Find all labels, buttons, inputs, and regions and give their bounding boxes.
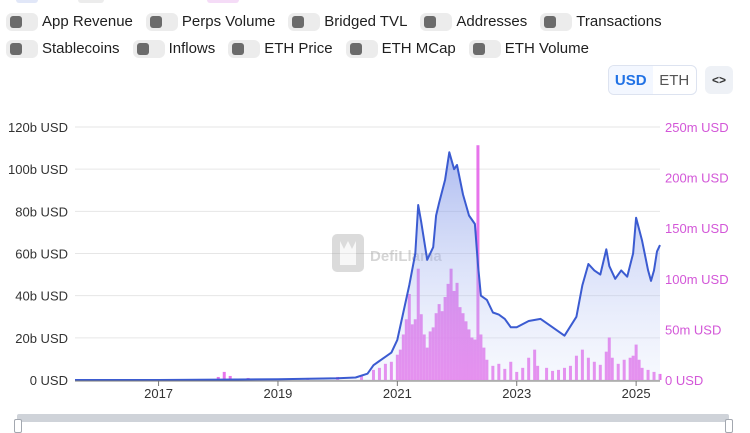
x-axis-tick-label: 2021 (383, 386, 412, 401)
toggle-label: ETH MCap (381, 40, 456, 57)
toggle-inflows[interactable]: Inflows (132, 40, 216, 58)
llama-logo-icon (332, 234, 364, 272)
left-axis-tick-label: 40b USD (15, 289, 68, 304)
x-axis-tick-label: 2017 (144, 386, 173, 401)
left-axis-tick-label: 80b USD (15, 204, 68, 219)
toggle-eth-price[interactable]: ETH Price (228, 40, 333, 58)
right-axis-tick-label: 100m USD (665, 272, 729, 287)
right-y-axis: 0 USD 50m USD 100m USD 150m USD 200m USD 250m… (665, 120, 729, 388)
toggle-switch-icon[interactable] (228, 40, 261, 58)
left-axis-tick-label: 60b USD (15, 247, 68, 262)
toggle-switch-icon[interactable] (288, 13, 321, 31)
eth-button[interactable]: ETH (659, 71, 690, 89)
x-axis-tick-label: 2023 (502, 386, 531, 401)
toggle-row-1: App Revenue Perps Volume Bridged TVL Addres… (6, 13, 675, 31)
right-axis-tick-label: 250m USD (665, 120, 729, 135)
toggle-label: ETH Volume (504, 40, 589, 57)
right-axis-tick-label: 50m USD (665, 322, 721, 337)
toggle-knob-icon (232, 43, 245, 55)
toggle-knob-icon (136, 43, 149, 55)
x-axis-tick-label: 2025 (622, 386, 651, 401)
tvl-area (75, 151, 661, 381)
slider-handle-left[interactable] (14, 419, 22, 433)
left-axis-tick-label: 20b USD (15, 331, 68, 346)
toggle-switch-icon[interactable] (6, 40, 38, 58)
toggle-switch-icon[interactable] (468, 40, 501, 58)
right-axis-tick-label: 200m USD (665, 171, 729, 186)
left-axis-tick-label: 120b USD (8, 120, 68, 135)
right-axis-tick-label: 0 USD (665, 373, 703, 388)
embed-code-button[interactable]: <> (705, 66, 733, 94)
slider-handle-right[interactable] (725, 419, 733, 433)
toggle-row-2: Stablecoins Inflows ETH Price ETH MCap ETH V… (6, 40, 602, 58)
volume-bar (228, 375, 232, 380)
usd-button[interactable]: USD (609, 66, 653, 94)
toggle-bridged-tvl[interactable]: Bridged TVL (288, 13, 407, 31)
toggle-switch-icon[interactable] (420, 13, 453, 31)
llama-shape-icon (340, 241, 356, 265)
left-axis-tick-label: 100b USD (8, 162, 68, 177)
date-range-slider[interactable] (17, 414, 729, 422)
toggle-label: Stablecoins (42, 40, 120, 57)
toggle-knob-icon (424, 16, 437, 28)
toggle-switch-icon[interactable] (145, 13, 178, 31)
toggle-knob-icon (149, 16, 162, 28)
toggle-perps-volume[interactable]: Perps Volume (145, 13, 276, 31)
toggle-knob-icon (472, 43, 485, 55)
left-axis-tick-label: 0 USD (30, 373, 68, 388)
currency-toggle: USD ETH (608, 65, 697, 95)
toggle-switch-icon[interactable] (6, 13, 38, 31)
toggle-knob-icon (544, 16, 557, 28)
toggle-label: Addresses (456, 13, 528, 30)
toggle-knob-icon (349, 43, 362, 55)
tvl-area-fill (75, 152, 660, 380)
toggle-label: Bridged TVL (324, 13, 408, 30)
toggle-switch-icon[interactable] (132, 40, 165, 58)
x-axis: 2017 2019 2021 2023 2025 (75, 380, 660, 401)
toggle-stablecoins[interactable]: Stablecoins (6, 40, 120, 58)
toggle-switch-icon[interactable] (345, 40, 378, 58)
toggle-addresses[interactable]: Addresses (420, 13, 527, 31)
toggle-knob-icon (10, 43, 22, 55)
toggle-eth-mcap[interactable]: ETH MCap (345, 40, 456, 58)
toggle-label: Inflows (168, 40, 216, 57)
toggle-knob-icon (10, 16, 22, 28)
toggle-label: Perps Volume (181, 13, 276, 30)
toggle-label: App Revenue (42, 13, 133, 30)
toggle-transactions[interactable]: Transactions (540, 13, 662, 31)
volume-bar (222, 371, 226, 380)
toggle-label: ETH Price (264, 40, 333, 57)
toggle-app-revenue[interactable]: App Revenue (6, 13, 133, 31)
toggle-eth-volume[interactable]: ETH Volume (468, 40, 589, 58)
right-axis-tick-label: 150m USD (665, 221, 729, 236)
x-axis-tick-label: 2019 (263, 386, 292, 401)
toggle-knob-icon (292, 16, 305, 28)
toggle-label: Transactions (576, 13, 662, 30)
volume-bar (216, 376, 220, 380)
left-y-axis: 0 USD 20b USD 40b USD 60b USD 80b USD 100b US… (8, 120, 68, 388)
toggle-switch-icon[interactable] (540, 13, 573, 31)
tvl-line (75, 151, 661, 381)
top-cut-toggles (0, 0, 750, 4)
